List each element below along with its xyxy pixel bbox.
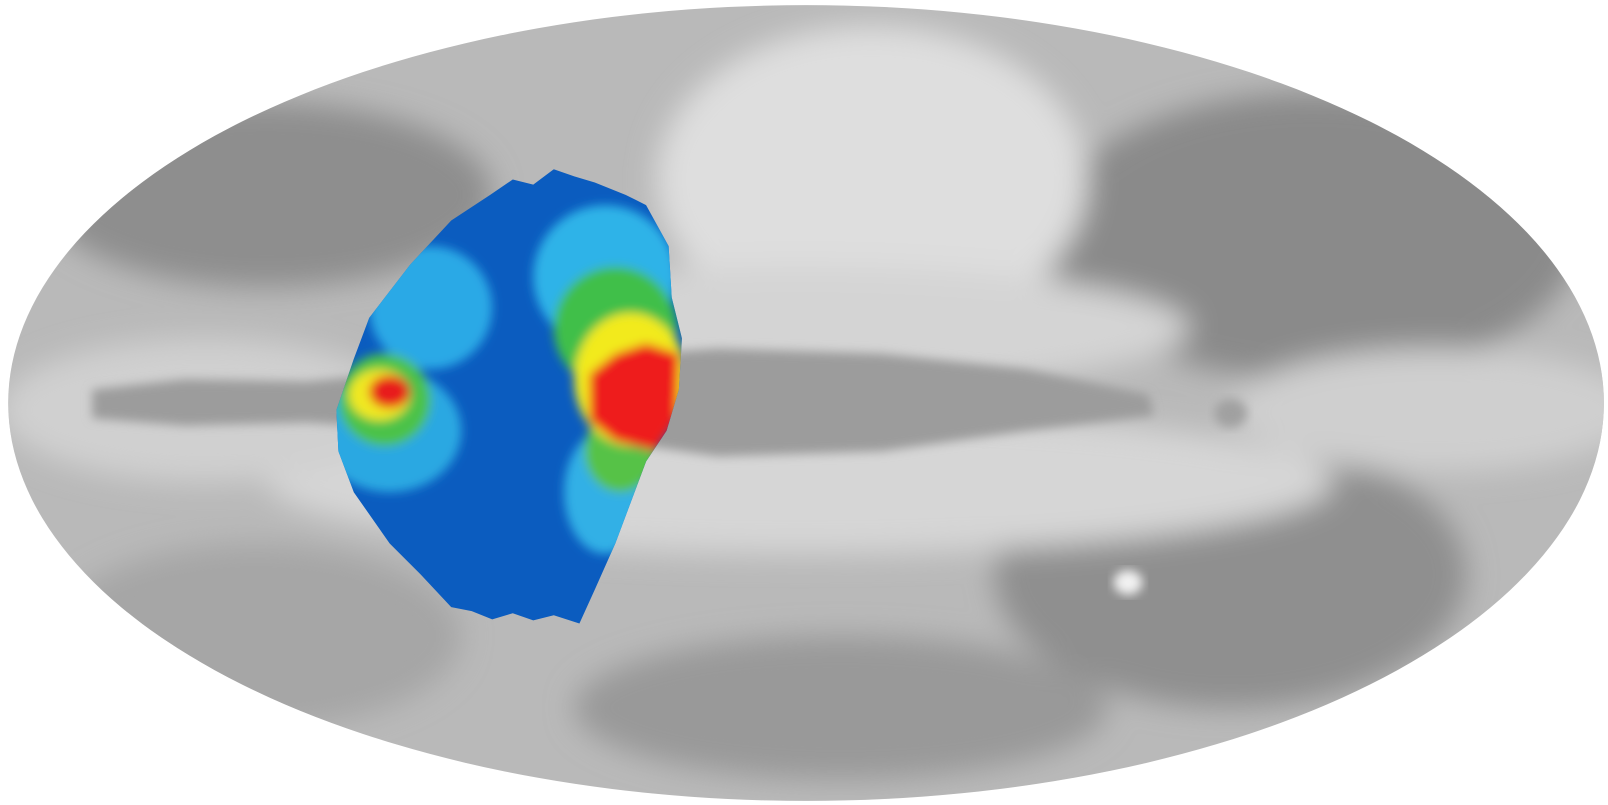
page: {}: [8, 5, 1604, 801]
sky-map: [8, 5, 1604, 801]
sky-background: [8, 5, 1604, 801]
